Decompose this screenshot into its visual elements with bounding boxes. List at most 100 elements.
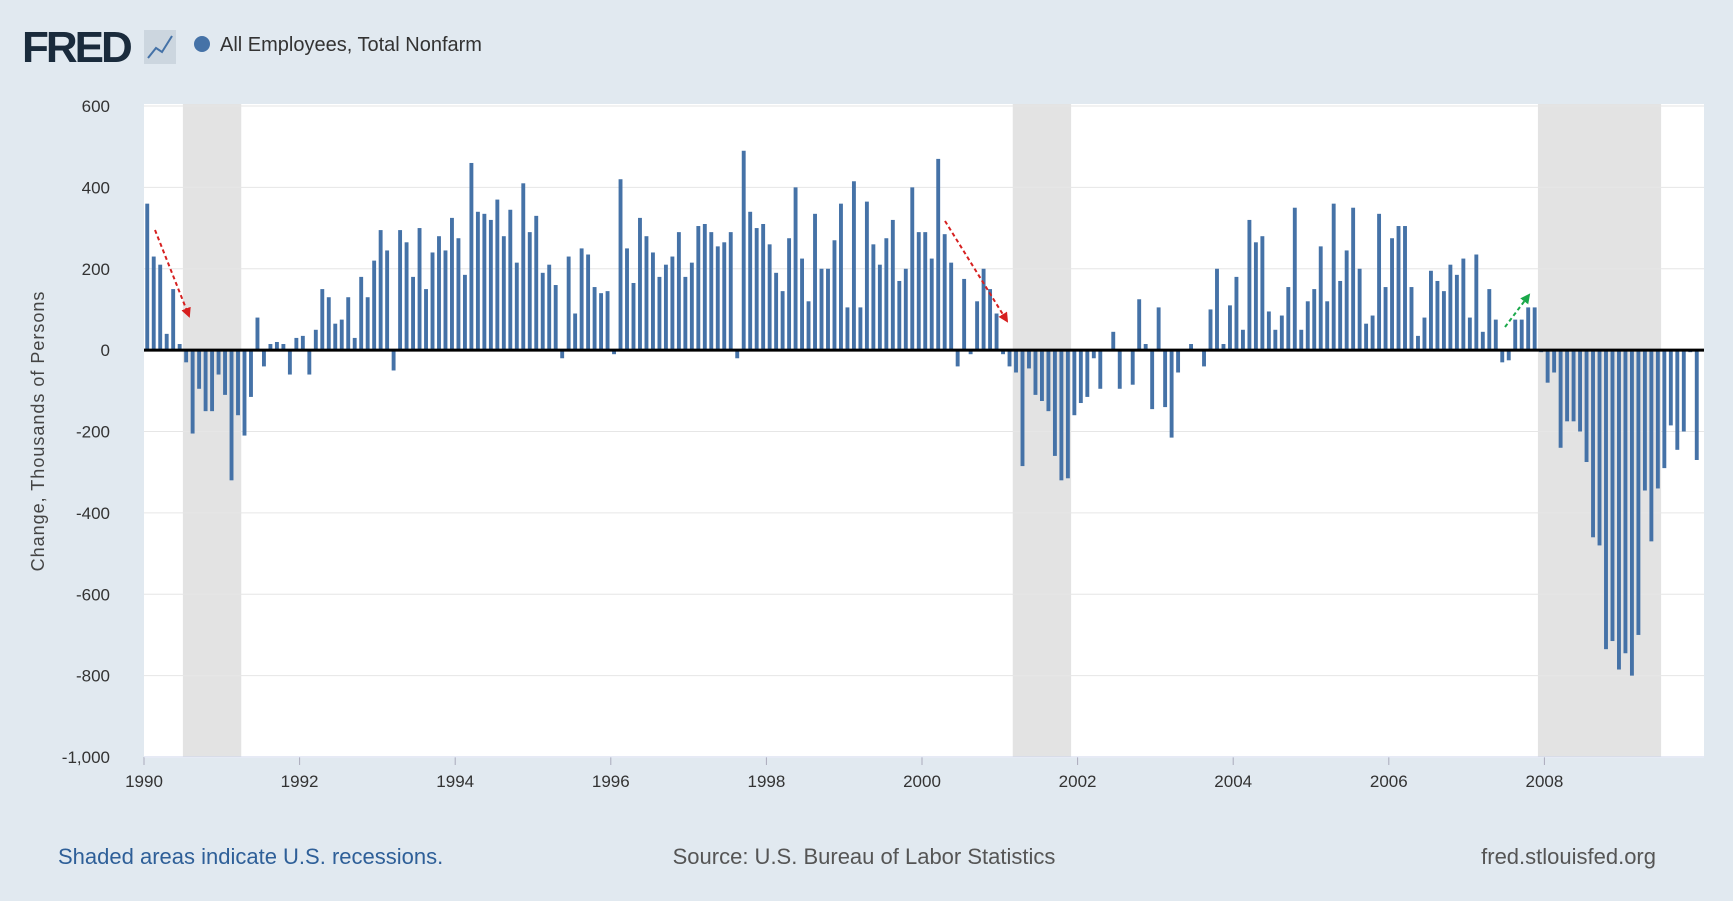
bar [1422, 317, 1427, 351]
bar [508, 209, 513, 351]
bar [1435, 280, 1440, 351]
bar [955, 350, 960, 367]
bar [599, 293, 604, 351]
bar [864, 201, 869, 351]
bar [1228, 305, 1232, 351]
bar [722, 242, 727, 351]
source: Source: U.S. Bureau of Labor Statistics [673, 844, 1056, 869]
bar [689, 262, 694, 351]
bar [320, 289, 325, 351]
bar [1292, 207, 1297, 351]
bar [223, 350, 227, 395]
bar [916, 232, 921, 351]
bar [346, 297, 351, 351]
bar [994, 313, 999, 351]
bar [417, 228, 422, 351]
bar [488, 219, 493, 351]
bar [229, 350, 234, 481]
bar [1526, 307, 1531, 351]
bar [1150, 350, 1155, 410]
bar [261, 350, 266, 367]
footnote[interactable]: Shaded areas indicate U.S. recessions. [58, 844, 443, 869]
bar [1681, 350, 1686, 432]
bar [923, 232, 928, 351]
y-axis-label: Change, Thousands of Persons [28, 291, 48, 572]
bar [1059, 350, 1064, 481]
bar [644, 236, 649, 351]
bar [1202, 350, 1206, 367]
bar [1020, 350, 1025, 467]
bar [236, 350, 240, 416]
bar [1487, 289, 1492, 351]
bar [638, 217, 642, 351]
bar [1033, 350, 1038, 395]
x-tick-label: 1998 [747, 772, 785, 791]
bar [605, 291, 610, 351]
bar [592, 287, 597, 351]
bar [748, 211, 753, 351]
bar [728, 232, 733, 351]
bar [871, 244, 876, 351]
bar [300, 335, 305, 351]
site[interactable]: fred.stlouisfed.org [1481, 844, 1656, 869]
bar [1558, 350, 1563, 448]
bar [949, 262, 954, 351]
bar [1513, 319, 1518, 351]
y-tick-label: -1,000 [62, 748, 110, 767]
bar [1176, 350, 1181, 373]
bar [1143, 344, 1148, 351]
bar [437, 236, 441, 351]
bar [495, 199, 500, 351]
bar [1403, 226, 1407, 351]
bar [158, 264, 163, 351]
bar [631, 282, 636, 351]
bar [398, 230, 403, 351]
bar [1215, 268, 1219, 351]
bar [741, 150, 746, 351]
bar [1565, 350, 1570, 422]
bar [1027, 350, 1031, 369]
bar [450, 217, 454, 351]
bar [735, 350, 740, 359]
bar [702, 223, 707, 351]
bar [372, 260, 377, 351]
bar [612, 350, 616, 355]
bar [761, 223, 766, 351]
bar [1279, 315, 1284, 351]
bar [1552, 350, 1557, 373]
bar [897, 280, 902, 351]
bar [618, 179, 623, 351]
bar [1416, 335, 1420, 351]
bar [1091, 350, 1096, 359]
bar [715, 246, 720, 351]
bar [1474, 254, 1479, 351]
bar [145, 203, 150, 351]
bar [184, 350, 189, 363]
bar [962, 278, 967, 351]
bar [1610, 350, 1615, 642]
bar [1325, 301, 1330, 351]
bar [190, 350, 195, 434]
bar [1584, 350, 1589, 463]
legend-label: All Employees, Total Nonfarm [220, 34, 482, 56]
bar [1299, 329, 1304, 351]
bar [307, 350, 312, 375]
bar [1156, 307, 1161, 351]
bar [287, 350, 292, 375]
y-tick-label: 0 [101, 341, 110, 360]
bar [1370, 315, 1375, 351]
bar [1085, 350, 1090, 397]
bar [936, 158, 941, 351]
y-tick-label: 400 [82, 178, 110, 197]
bar [851, 181, 856, 351]
bar [1655, 350, 1660, 489]
bar [1065, 350, 1070, 479]
bar [819, 268, 824, 351]
bar [1001, 350, 1005, 355]
bar [1098, 350, 1103, 389]
bar [1377, 213, 1382, 351]
bar [1649, 350, 1654, 542]
bar [1591, 350, 1595, 538]
bar [981, 268, 986, 351]
bar [534, 215, 539, 351]
